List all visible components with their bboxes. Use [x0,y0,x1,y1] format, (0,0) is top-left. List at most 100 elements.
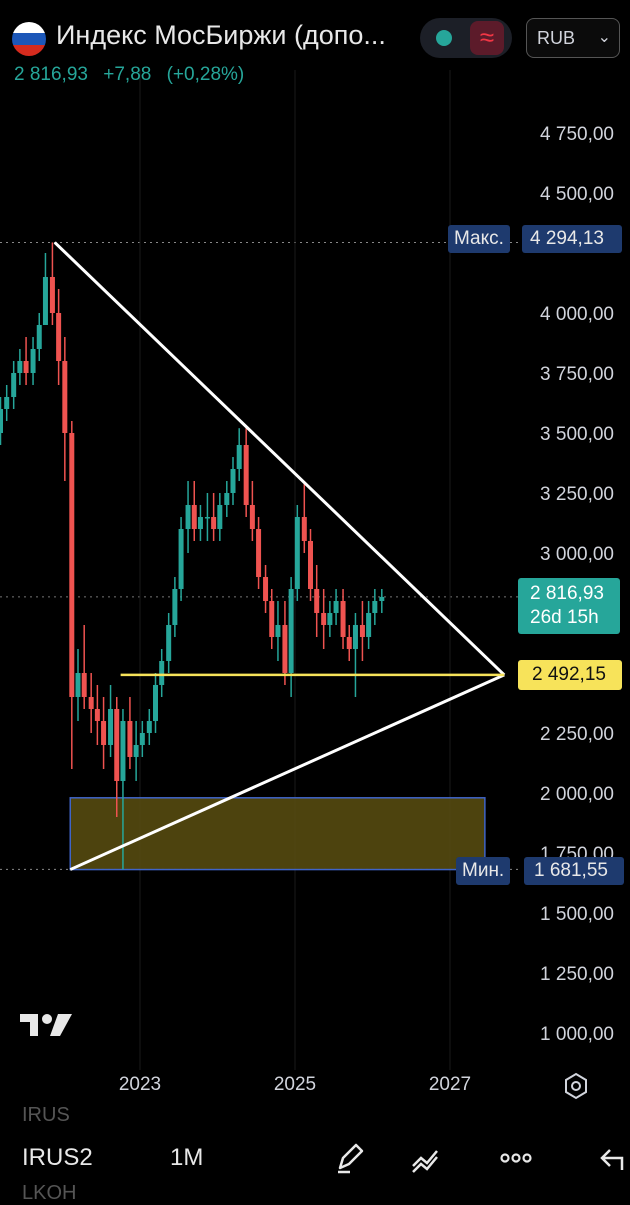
candle-body [288,589,294,673]
candle [88,673,94,733]
candle-body [366,613,372,637]
candle [172,577,178,637]
candle-body [166,625,172,661]
y-tick-label: 1 000,00 [540,1024,614,1045]
y-tick-label: 4 750,00 [540,124,614,145]
candle-body [159,661,165,685]
candle [204,493,210,541]
candle-body [211,517,217,529]
candle [327,601,333,637]
drawing-pen-icon[interactable] [332,1140,368,1176]
candle-body [11,373,17,397]
candle-body [294,517,300,589]
y-tick-label: 4 500,00 [540,184,614,205]
candle-body [269,601,275,637]
candle [359,601,365,661]
candle-body [114,709,120,781]
candle [301,481,307,553]
candle [75,649,81,721]
support-zone [69,797,486,871]
candle [94,685,100,745]
chart-header: Индекс МосБиржи (допо... ≈ RUB ⌄ 2 816,9… [0,0,630,95]
level-price-tag: 2 492,15 [518,660,622,690]
candle-body [230,469,236,493]
y-tick-label: 1 500,00 [540,904,614,925]
candle-body [197,517,203,529]
min-label-tag: Мин. [456,857,511,885]
candle [42,253,48,325]
candle-body [333,601,339,613]
currency-select[interactable]: RUB ⌄ [526,18,620,58]
market-status-pill[interactable]: ≈ [420,18,512,58]
y-tick-label: 2 250,00 [540,724,614,745]
time-axis[interactable]: 2023 2025 2027 [0,1072,630,1102]
candle-body [204,517,210,519]
candle-body [153,685,158,721]
more-icon[interactable] [498,1140,534,1176]
candle [178,517,184,601]
candle [23,337,29,385]
candle-body [224,493,230,505]
candle [11,361,17,409]
y-tick-label: 3 250,00 [540,484,614,505]
candle [217,493,223,541]
candle-body [127,721,133,757]
back-arrow-icon[interactable] [596,1140,630,1176]
candle [133,721,139,781]
approx-wave-icon: ≈ [470,21,504,55]
x-tick-label: 2023 [118,1074,162,1095]
candle [62,337,68,481]
drawings-group[interactable] [53,241,506,871]
candle-body [340,601,346,637]
candle [153,673,158,733]
candle-body [139,733,145,745]
y-tick-label: 4 000,00 [540,304,614,325]
candle-body [56,313,62,361]
candle [69,421,75,769]
candle-body [352,625,358,649]
candle-body [263,577,269,601]
candle-body [49,277,55,313]
candle [0,397,4,445]
candle-body [81,673,87,697]
candle-body [146,721,152,733]
candle-body [321,613,327,625]
candle [372,589,378,625]
candle [120,709,126,870]
candle-body [0,409,4,433]
settings-icon[interactable] [562,1072,590,1100]
candle [333,589,339,625]
next-symbol[interactable]: LKOH [22,1182,77,1204]
prev-symbol[interactable]: IRUS [22,1104,70,1126]
candle-body [185,505,191,529]
candle-body [379,596,385,601]
candle-body [301,517,307,541]
russia-flag-icon [12,22,46,56]
candle [294,505,300,601]
indicators-icon[interactable] [410,1140,446,1176]
candle-body [243,445,249,505]
candle [101,697,107,769]
candle-body [17,361,23,373]
candle [30,337,36,385]
candle [352,613,358,697]
candle [166,613,172,673]
symbol-button[interactable]: IRUS2 [22,1144,93,1171]
candle-body [256,529,262,577]
candle-body [359,625,365,637]
instrument-title[interactable]: Индекс МосБиржи (допо... [56,20,386,50]
candle [114,697,120,817]
candle [269,589,275,649]
candle [139,721,145,757]
candle-body [236,445,242,469]
candle [81,625,87,709]
candle [321,589,327,649]
candle-body [133,745,139,757]
candle-body [314,589,320,613]
candle-body [249,505,255,529]
candle-body [327,613,333,625]
timeframe-button[interactable]: 1M [170,1144,204,1171]
tradingview-logo [20,1014,72,1036]
candle [197,505,203,541]
